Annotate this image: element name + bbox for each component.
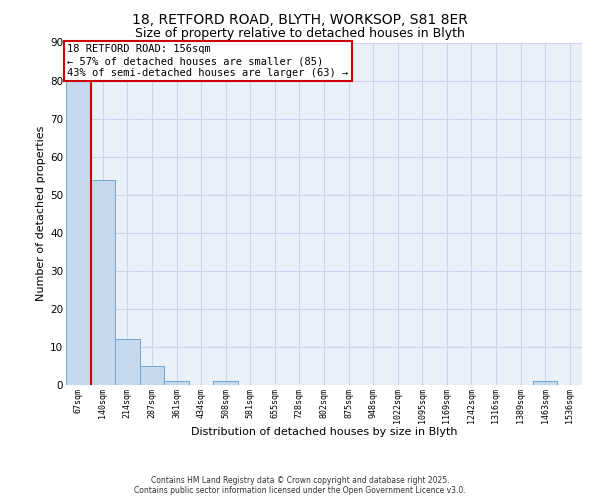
Text: 18 RETFORD ROAD: 156sqm
← 57% of detached houses are smaller (85)
43% of semi-de: 18 RETFORD ROAD: 156sqm ← 57% of detache… — [67, 44, 349, 78]
X-axis label: Distribution of detached houses by size in Blyth: Distribution of detached houses by size … — [191, 427, 457, 437]
Bar — [115, 340, 140, 385]
Bar — [164, 381, 189, 385]
Y-axis label: Number of detached properties: Number of detached properties — [36, 126, 46, 302]
Bar — [91, 180, 115, 385]
Text: 18, RETFORD ROAD, BLYTH, WORKSOP, S81 8ER: 18, RETFORD ROAD, BLYTH, WORKSOP, S81 8E… — [132, 12, 468, 26]
Text: Size of property relative to detached houses in Blyth: Size of property relative to detached ho… — [135, 28, 465, 40]
Bar — [66, 42, 91, 385]
Bar — [140, 366, 164, 385]
Bar — [214, 381, 238, 385]
Bar — [533, 381, 557, 385]
Text: Contains HM Land Registry data © Crown copyright and database right 2025.
Contai: Contains HM Land Registry data © Crown c… — [134, 476, 466, 495]
